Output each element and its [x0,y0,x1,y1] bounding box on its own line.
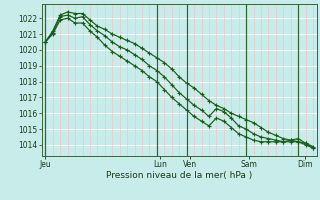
X-axis label: Pression niveau de la mer( hPa ): Pression niveau de la mer( hPa ) [106,171,252,180]
